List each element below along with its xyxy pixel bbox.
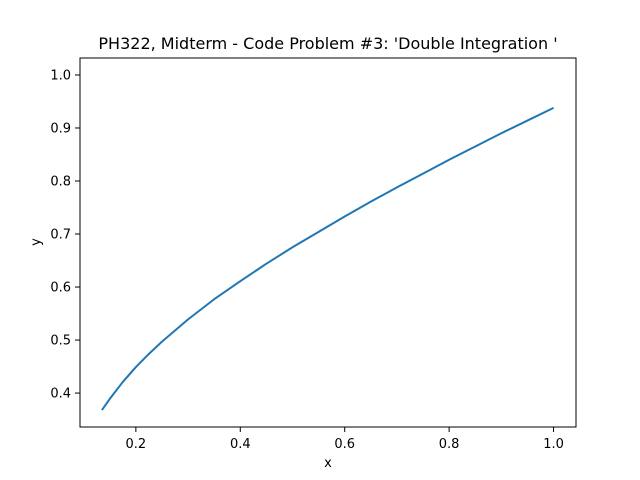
series-line-0 (101, 106, 554, 411)
y-tick-label: 0.9 (50, 121, 71, 136)
x-tick-label: 0.2 (126, 437, 147, 452)
y-tick-label: 0.8 (50, 175, 71, 190)
plot-frame (79, 57, 577, 428)
y-tick-label: 0.6 (50, 281, 71, 296)
y-tick-label: 1.0 (50, 68, 71, 83)
y-axis-label: y (29, 238, 44, 246)
x-tick-label: 1.0 (543, 437, 564, 452)
y-tick-label: 0.7 (50, 228, 71, 243)
x-tick-label: 0.4 (230, 437, 251, 452)
series-layer (101, 106, 554, 411)
y-tick-label: 0.4 (50, 387, 71, 402)
y-tick-label: 0.5 (50, 334, 71, 349)
x-axis-label: x (324, 456, 332, 471)
y-axis-ticks: 0.4 0.5 0.6 0.7 0.8 0.9 1.0 (50, 68, 80, 402)
x-tick-label: 0.6 (334, 437, 355, 452)
x-tick-label: 0.8 (439, 437, 460, 452)
x-axis-ticks: 0.2 0.4 0.6 0.8 1.0 (126, 427, 564, 452)
chart-title: PH322, Midterm - Code Problem #3: 'Doubl… (98, 34, 557, 53)
